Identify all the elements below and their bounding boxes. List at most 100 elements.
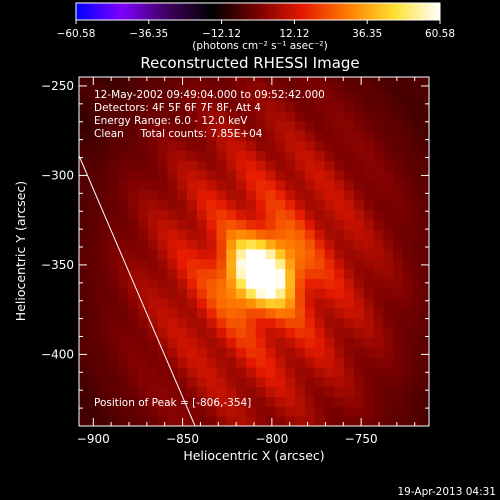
heatmap-cell [196,337,208,348]
heatmap-cell [108,337,119,348]
heatmap-cell [324,396,335,407]
heatmap-cell [236,268,247,279]
heatmap-cell [255,278,267,289]
heatmap-cell [275,81,286,92]
heatmap-cell [383,120,394,132]
heatmap-cell [128,258,139,270]
heatmap-cell [295,317,306,329]
heatmap-cell [275,170,286,181]
heatmap-cell [314,179,326,191]
heatmap-cell [275,179,286,191]
heatmap-cell [285,229,296,240]
heatmap-cell [255,111,267,122]
heatmap-cell [334,120,345,132]
heatmap-cell [344,130,355,142]
heatmap-cell [206,170,218,181]
heatmap-cell [295,288,306,299]
heatmap-cell [363,298,375,309]
heatmap-cell [255,140,267,151]
heatmap-cell [285,347,296,358]
heatmap-cell [275,130,286,142]
heatmap-cell [177,288,188,299]
heatmap-cell [255,130,267,142]
heatmap-cell [147,248,159,260]
heatmap-cell [118,111,129,122]
heatmap-cell [137,219,149,230]
heatmap-cell [226,81,237,92]
heatmap-cell [383,376,394,388]
heatmap-cell [128,140,139,151]
heatmap-cell [393,357,404,368]
heatmap-cell [236,298,247,309]
heatmap-cell [373,111,385,122]
heatmap-cell [167,268,178,279]
heatmap-cell [226,120,237,132]
heatmap-cell [245,278,257,289]
heatmap-cell [167,406,178,417]
heatmap-cell [403,219,414,230]
heatmap-cell [403,357,414,368]
heatmap-cell [393,170,404,181]
heatmap-cell [373,189,385,201]
heatmap-cell [265,366,277,378]
heatmap-cell [167,179,178,191]
heatmap-cell [196,406,208,417]
heatmap-cell [108,209,119,220]
heatmap-cell [363,366,375,378]
heatmap-cell [275,111,286,122]
heatmap-cell [255,81,267,92]
heatmap-cell [147,101,159,112]
heatmap-cell [304,179,316,191]
heatmap-cell [157,386,168,398]
heatmap-cell [108,396,119,407]
heatmap-cell [147,81,159,92]
heatmap-cell [98,307,110,319]
heatmap-cell [295,150,306,161]
heatmap-cell [108,120,119,132]
heatmap-cell [79,140,90,151]
heatmap-cell [255,179,267,191]
heatmap-cell [118,357,129,368]
heatmap-cell [226,307,237,319]
heatmap-cell [354,229,365,240]
heatmap-cell [304,258,316,270]
heatmap-cell [177,268,188,279]
heatmap-cell [157,229,168,240]
heatmap-cell [147,120,159,132]
heatmap-cell [236,238,247,250]
heatmap-cell [177,248,188,260]
heatmap-cell [187,376,198,388]
heatmap-cell [403,248,414,260]
heatmap-cell [157,179,168,191]
heatmap-cell [157,120,168,132]
heatmap-cell [206,416,218,426]
heatmap-cell [285,307,296,319]
heatmap-cell [196,268,208,279]
heatmap-cell [167,337,178,348]
heatmap-cell [147,140,159,151]
heatmap-cell [137,337,149,348]
heatmap-cell [187,101,198,112]
heatmap-cell [245,170,257,181]
heatmap-cell [128,386,139,398]
heatmap-cell [324,150,335,161]
heatmap-cell [196,160,208,171]
heatmap-cell [314,111,326,122]
heatmap-cell [79,357,90,368]
heatmap-cell [187,120,198,132]
heatmap-cell [177,298,188,309]
heatmap-cell [363,327,375,338]
heatmap-cell [108,406,119,417]
heatmap-cell [98,81,110,92]
heatmap-cell [344,307,355,319]
heatmap-cell [344,238,355,250]
heatmap-cell [275,258,286,270]
heatmap-cell [196,347,208,358]
heatmap-cell [236,248,247,260]
heatmap-cell [137,199,149,211]
heatmap-cell [363,130,375,142]
heatmap-cell [403,209,414,220]
heatmap-cell [108,150,119,161]
heatmap-cell [324,268,335,279]
heatmap-cell [137,317,149,329]
